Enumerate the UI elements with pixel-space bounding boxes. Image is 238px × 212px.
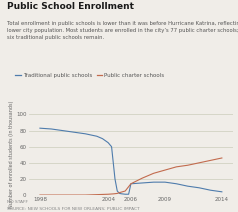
Legend: Traditional public schools, Public charter schools: Traditional public schools, Public chart… (13, 71, 167, 80)
Text: NO STAFF: NO STAFF (7, 200, 28, 204)
Text: SOURCE: NEW SCHOOLS FOR NEW ORLEANS; PUBLIC IMPACT: SOURCE: NEW SCHOOLS FOR NEW ORLEANS; PUB… (7, 207, 140, 211)
Text: Total enrollment in public schools is lower than it was before Hurricane Katrina: Total enrollment in public schools is lo… (7, 21, 238, 40)
Y-axis label: Number of enrolled students (in thousands): Number of enrolled students (in thousand… (9, 101, 14, 208)
Text: Public School Enrollment: Public School Enrollment (7, 2, 134, 11)
